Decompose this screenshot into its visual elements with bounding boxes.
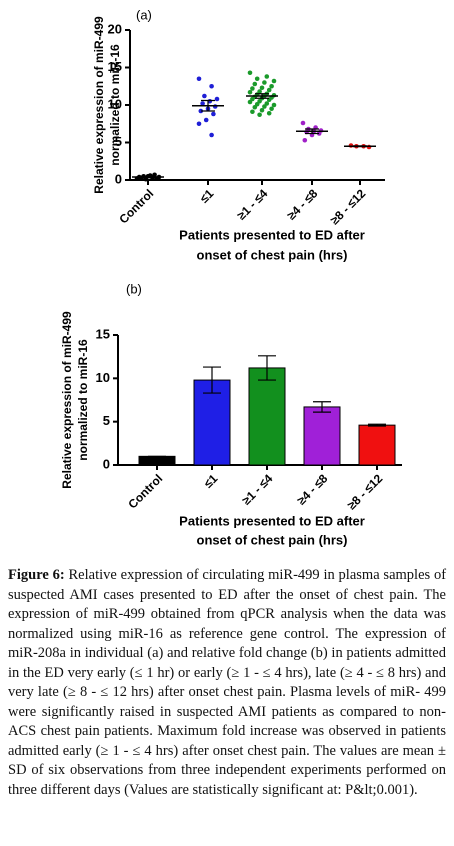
error-bar xyxy=(368,423,386,427)
data-point xyxy=(262,104,267,109)
y-axis-label: normalized to miR-16 xyxy=(108,44,122,166)
data-point xyxy=(209,132,214,138)
x-tick-label: ≥8 - ≤12 xyxy=(327,186,368,227)
y-tick-label: 5 xyxy=(103,413,110,428)
data-point xyxy=(200,101,205,106)
data-point xyxy=(247,70,253,76)
x-axis-label: onset of chest pain (hrs) xyxy=(197,532,348,547)
error-bar xyxy=(258,355,276,381)
data-point xyxy=(252,104,258,110)
data-point xyxy=(196,121,202,127)
error-bar xyxy=(255,93,269,99)
y-tick-label: 5 xyxy=(115,134,122,149)
data-point xyxy=(266,110,272,116)
y-axis-label: normalized to miR-16 xyxy=(76,339,90,461)
data-point xyxy=(202,93,207,99)
y-tick-label: 15 xyxy=(108,59,122,74)
x-tick-label: ≥1 - ≤4 xyxy=(234,186,270,222)
caption-text: Relative expression of circulating miR-4… xyxy=(8,567,447,798)
data-point xyxy=(269,83,274,89)
data-point xyxy=(259,85,265,91)
data-point xyxy=(264,74,270,79)
bar xyxy=(303,406,341,466)
data-point xyxy=(203,117,209,123)
bar xyxy=(358,424,396,466)
y-tick-label: 10 xyxy=(96,370,110,385)
data-point xyxy=(198,108,204,114)
panel-label: (b) xyxy=(126,281,142,296)
data-point xyxy=(266,87,272,93)
error-bar xyxy=(201,99,215,112)
data-point xyxy=(250,109,255,115)
x-tick-label: ≥8 - ≤12 xyxy=(344,471,385,512)
bar xyxy=(138,455,176,466)
y-tick-label: 0 xyxy=(103,456,110,471)
caption: Figure 6: Relative expression of circula… xyxy=(8,566,446,800)
data-point xyxy=(259,107,265,113)
x-tick-label: ≤1 xyxy=(201,471,221,491)
x-tick-label: Control xyxy=(125,471,165,511)
data-point xyxy=(316,131,322,136)
data-point xyxy=(252,81,258,87)
data-point xyxy=(257,112,262,118)
x-tick-label: Control xyxy=(116,186,156,226)
figure: (a)Relative expression of miR-499 normali… xyxy=(60,7,402,547)
error-bar xyxy=(353,145,367,148)
error-bar xyxy=(203,366,221,394)
x-tick-label: ≥1 - ≤4 xyxy=(239,471,275,507)
data-point xyxy=(209,83,214,89)
x-tick-label: ≥4 - ≤8 xyxy=(284,186,320,222)
y-axis-label: Relative expression of miR-499 xyxy=(60,311,74,489)
x-axis-label: Patients presented to ED after xyxy=(179,227,365,242)
caption-label: Figure 6: xyxy=(8,567,65,583)
data-point xyxy=(271,102,277,108)
x-tick-label: ≥4 - ≤8 xyxy=(294,471,330,507)
data-point xyxy=(302,137,308,143)
data-point xyxy=(300,120,306,126)
data-point xyxy=(196,76,202,82)
error-bar xyxy=(313,401,331,413)
y-tick-label: 20 xyxy=(108,21,122,36)
data-point xyxy=(271,78,277,84)
bar xyxy=(248,367,286,466)
data-point xyxy=(214,96,220,102)
data-point xyxy=(254,76,260,82)
data-point xyxy=(247,99,253,105)
data-point xyxy=(269,106,274,112)
y-tick-label: 0 xyxy=(115,171,122,186)
x-axis-label: onset of chest pain (hrs) xyxy=(197,247,348,262)
panel-label: (a) xyxy=(136,7,152,22)
x-tick-label: ≤1 xyxy=(197,186,217,206)
data-point xyxy=(247,89,253,95)
y-tick-label: 15 xyxy=(96,326,110,341)
x-axis-label: Patients presented to ED after xyxy=(179,513,365,528)
error-bar xyxy=(305,128,319,135)
data-point xyxy=(262,80,267,85)
error-bar xyxy=(141,175,155,179)
y-tick-label: 10 xyxy=(108,96,122,111)
data-point xyxy=(211,111,216,117)
y-axis-label: Relative expression of miR-499 xyxy=(92,16,106,194)
data-point xyxy=(250,86,255,91)
